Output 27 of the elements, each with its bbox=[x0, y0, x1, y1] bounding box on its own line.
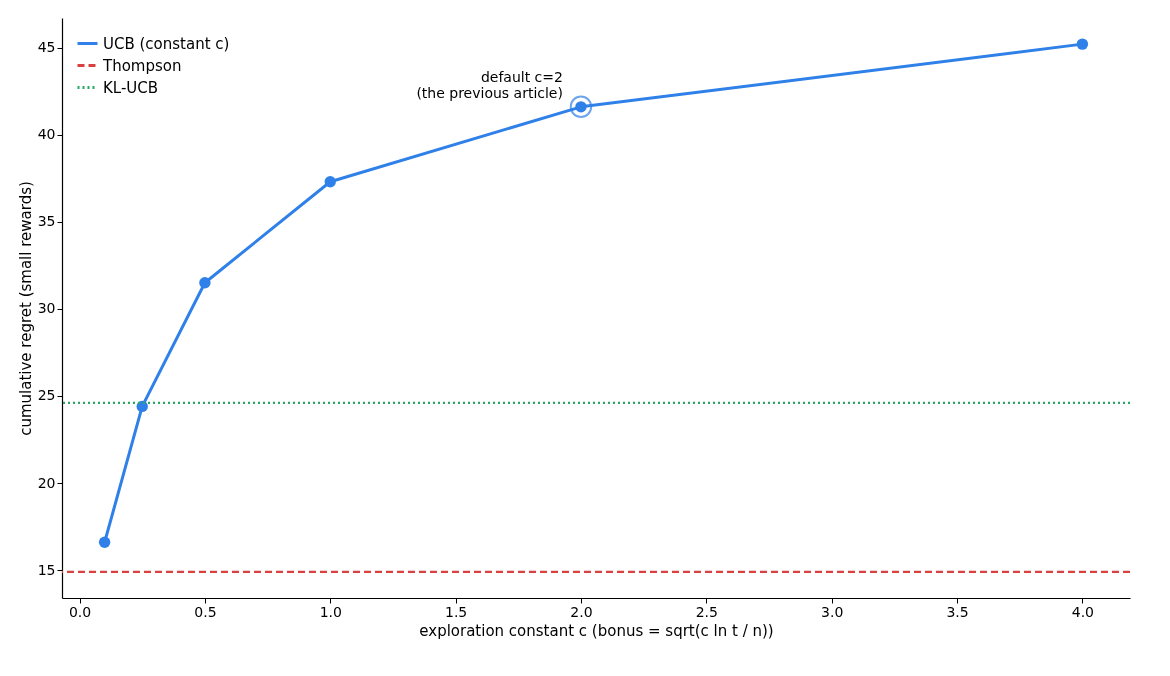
y-tick-label: 25 bbox=[37, 387, 56, 404]
y-tick-label: 15 bbox=[37, 561, 56, 578]
x-tick-label: 2.0 bbox=[570, 603, 593, 620]
point bbox=[199, 277, 211, 289]
y-tick-label: 20 bbox=[37, 474, 56, 491]
annotation: default c=2 (the previous article) bbox=[416, 68, 563, 101]
y-axis-title: cumulative regret (small rewards) bbox=[16, 181, 35, 436]
x-tick-label: 2.5 bbox=[695, 603, 718, 620]
x-tick-label: 3.5 bbox=[946, 603, 969, 620]
x-tick-label: 0.5 bbox=[194, 603, 217, 620]
x-tick-label: 1.0 bbox=[319, 603, 342, 620]
y-tick-label: 40 bbox=[37, 126, 56, 143]
x-tick-label: 1.5 bbox=[444, 603, 468, 620]
y-tick-label: 30 bbox=[37, 300, 56, 317]
point bbox=[98, 536, 111, 548]
legend-label: KL-UCB bbox=[103, 78, 159, 97]
y-tick-label: 45 bbox=[37, 39, 56, 56]
y-tick-label: 35 bbox=[37, 213, 56, 230]
legend-label: UCB (constant c) bbox=[103, 34, 230, 53]
point bbox=[324, 176, 336, 188]
legend-label: Thompson bbox=[102, 56, 182, 75]
point bbox=[1076, 38, 1089, 50]
point bbox=[136, 400, 148, 413]
x-tick-label: 3.0 bbox=[821, 603, 844, 620]
x-axis-title: exploration constant c (bonus = sqrt(c ln t / n)) bbox=[419, 621, 774, 640]
x-tick-label: 4.0 bbox=[1071, 603, 1094, 620]
x-tick-label: 0.0 bbox=[68, 603, 92, 620]
